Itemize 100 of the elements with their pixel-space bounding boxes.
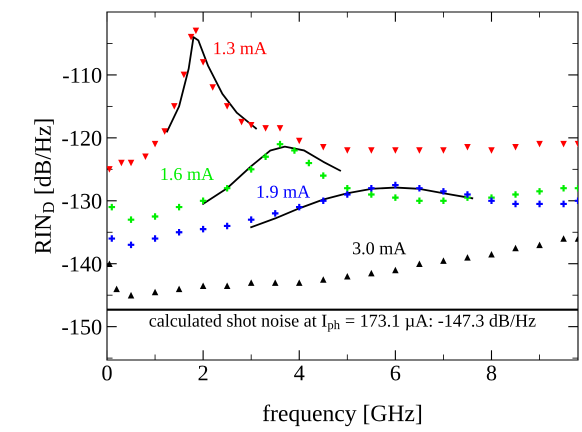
point bbox=[262, 153, 269, 160]
point bbox=[440, 257, 447, 264]
point bbox=[464, 144, 471, 151]
point bbox=[536, 242, 543, 248]
point bbox=[440, 188, 447, 195]
point bbox=[248, 279, 254, 286]
ref-line-label: calculated shot noise at I$_{ph}$ = 173.1 µA: -147.3 dB/Hz bbox=[149, 314, 536, 332]
point bbox=[276, 125, 284, 132]
x-tick-label: 4 bbox=[294, 366, 304, 380]
point bbox=[248, 216, 254, 223]
point bbox=[392, 182, 399, 188]
point bbox=[320, 198, 327, 204]
point bbox=[416, 198, 423, 204]
point bbox=[224, 282, 230, 289]
y-tick-label: -150 bbox=[62, 320, 102, 335]
series-label: 1.3 mA bbox=[214, 42, 267, 54]
point bbox=[416, 260, 423, 267]
point bbox=[512, 200, 519, 208]
point bbox=[560, 235, 567, 242]
point bbox=[200, 59, 206, 66]
series-label: 3.0 mA bbox=[352, 242, 406, 254]
point bbox=[128, 216, 134, 223]
point bbox=[536, 188, 543, 195]
point bbox=[161, 128, 168, 135]
point bbox=[152, 140, 158, 148]
point bbox=[440, 147, 447, 154]
point bbox=[368, 191, 375, 198]
point bbox=[152, 235, 158, 242]
x-tick-label: 0 bbox=[102, 366, 112, 380]
y-tick-label: -140 bbox=[62, 256, 102, 272]
point bbox=[152, 288, 158, 296]
point bbox=[392, 194, 399, 201]
series-label: 1.6 mA bbox=[161, 168, 214, 180]
point bbox=[248, 166, 254, 173]
point bbox=[108, 204, 116, 210]
point bbox=[464, 191, 471, 198]
point bbox=[344, 147, 351, 154]
point bbox=[200, 282, 206, 289]
point bbox=[488, 251, 495, 258]
x-tick-label: 8 bbox=[486, 366, 496, 380]
point bbox=[176, 228, 182, 236]
point bbox=[368, 270, 375, 276]
point bbox=[171, 103, 178, 110]
x-tick-label: 6 bbox=[390, 366, 400, 380]
point bbox=[291, 147, 298, 154]
y-axis-title: RIN$_{D}$ [dB/Hz] bbox=[34, 120, 54, 254]
point bbox=[416, 147, 423, 154]
y-tick-label: -120 bbox=[62, 130, 102, 146]
point bbox=[464, 254, 471, 261]
point bbox=[107, 260, 113, 267]
point bbox=[108, 235, 116, 242]
point bbox=[209, 84, 216, 91]
y-tick-label: -110 bbox=[63, 68, 102, 83]
point bbox=[118, 160, 125, 166]
point bbox=[152, 213, 158, 220]
point bbox=[512, 144, 519, 151]
point bbox=[344, 273, 351, 280]
point bbox=[392, 266, 399, 274]
point bbox=[176, 204, 182, 210]
point bbox=[200, 226, 206, 232]
point bbox=[128, 292, 134, 298]
point bbox=[128, 160, 134, 166]
point bbox=[238, 118, 245, 126]
point bbox=[176, 286, 182, 292]
x-axis-title: frequency [GHz] bbox=[262, 404, 422, 426]
y-tick-label: -130 bbox=[62, 194, 102, 209]
point bbox=[368, 184, 375, 192]
point bbox=[296, 138, 302, 144]
point bbox=[416, 184, 423, 192]
point bbox=[560, 140, 567, 148]
point bbox=[512, 244, 519, 252]
point bbox=[192, 28, 200, 34]
point bbox=[344, 191, 351, 198]
point bbox=[180, 72, 188, 78]
point bbox=[344, 184, 351, 192]
point bbox=[248, 122, 254, 129]
point bbox=[512, 191, 519, 198]
point bbox=[224, 184, 230, 192]
point bbox=[272, 279, 278, 286]
point bbox=[488, 198, 495, 204]
point bbox=[392, 147, 399, 154]
point bbox=[188, 34, 194, 40]
point bbox=[320, 144, 327, 151]
point bbox=[296, 204, 302, 210]
point bbox=[488, 147, 495, 154]
point bbox=[142, 153, 149, 160]
point bbox=[128, 242, 134, 248]
point bbox=[272, 210, 278, 217]
point bbox=[113, 286, 120, 292]
point bbox=[560, 200, 567, 208]
point bbox=[224, 103, 230, 110]
point bbox=[368, 147, 375, 154]
point bbox=[276, 140, 284, 148]
x-tick-label: 2 bbox=[198, 366, 208, 380]
point bbox=[306, 160, 312, 166]
point bbox=[262, 125, 269, 132]
series-label: 1.9 mA bbox=[258, 186, 310, 198]
point bbox=[320, 172, 327, 179]
point bbox=[296, 279, 302, 286]
point bbox=[560, 184, 567, 192]
